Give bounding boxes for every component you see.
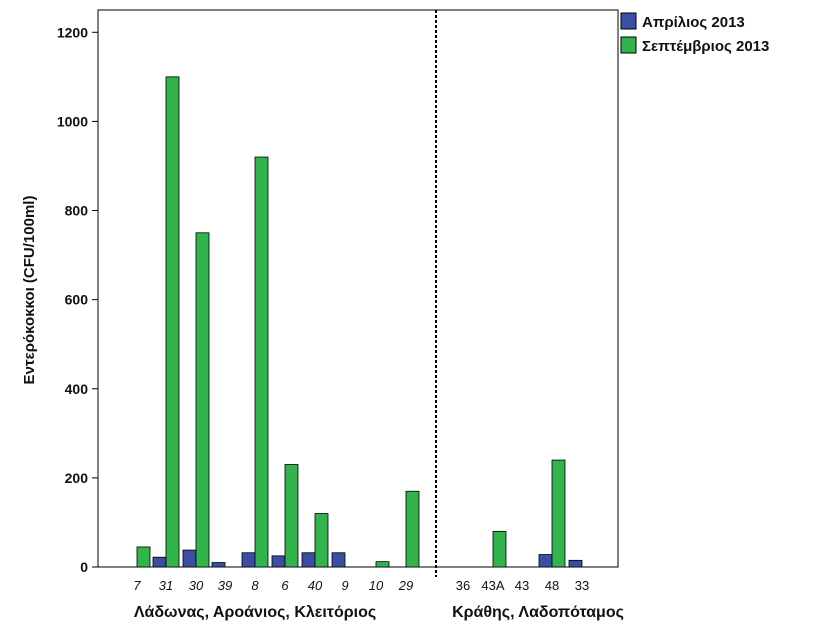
x-tick-label: 36 (456, 578, 470, 593)
bar-april-33 (568, 559, 583, 568)
bars (136, 76, 583, 568)
bar-april-40 (301, 552, 316, 568)
legend-swatch-september (620, 36, 637, 54)
x-tick-label: 10 (369, 578, 384, 593)
group-label-2: Κράθης, Λαδοπόταμος (452, 604, 624, 621)
legend-label-september: Σεπτέμβριος 2013 (642, 38, 769, 55)
bar-september-8 (254, 156, 269, 568)
legend-label-april: Απρίλιος 2013 (642, 14, 745, 31)
bar-april-6 (271, 555, 286, 568)
bar-april-9 (331, 552, 346, 568)
x-tick-label: 40 (308, 578, 323, 593)
bar-april-31 (152, 556, 167, 568)
y-axis: 0 200 400 600 800 1000 1200 (57, 24, 98, 575)
y-tick-label: 1000 (57, 113, 88, 129)
x-tick-label: 7 (133, 578, 141, 593)
x-tick-label: 43 (515, 578, 529, 593)
y-tick-label: 400 (65, 381, 89, 397)
plot-area (97, 9, 619, 568)
bar-september-10 (375, 561, 390, 568)
y-tick-label: 1200 (57, 24, 88, 40)
bar-april-48 (538, 554, 553, 568)
bar-april-30 (182, 549, 197, 568)
bar-september-29 (405, 490, 420, 568)
legend: Απρίλιος 2013 Σεπτέμβριος 2013 (620, 12, 769, 55)
bar-september-6 (284, 464, 299, 568)
x-tick-label: 39 (218, 578, 232, 593)
x-tick-label: 30 (189, 578, 204, 593)
x-tick-label: 48 (545, 578, 559, 593)
bar-september-43A (492, 530, 507, 568)
y-tick-label: 600 (65, 292, 89, 308)
x-tick-label: 8 (251, 578, 259, 593)
y-axis-label: Εντερόκοκκοι (CFU/100ml) (21, 196, 38, 385)
bar-september-48 (551, 459, 566, 568)
x-tick-label: 31 (159, 578, 173, 593)
y-tick-label: 800 (65, 203, 89, 219)
legend-swatch-april (620, 12, 637, 30)
x-tick-label: 6 (281, 578, 289, 593)
x-tick-label: 33 (575, 578, 589, 593)
x-tick-label: 29 (398, 578, 413, 593)
y-tick-label: 0 (80, 559, 88, 575)
y-tick-label: 200 (65, 470, 89, 486)
bar-april-39 (211, 562, 226, 568)
x-tick-label: 9 (341, 578, 348, 593)
bar-september-31 (165, 76, 180, 568)
x-axis: 7 31 30 39 8 6 40 9 10 29 36 43A 43 48 33 (133, 578, 589, 593)
group-label-1: Λάδωνας, Αροάνιος, Κλειτόριος (134, 604, 376, 621)
bar-april-8 (241, 552, 256, 568)
bar-september-30 (195, 232, 210, 568)
bar-september-7 (136, 546, 151, 568)
x-tick-label: 43A (481, 578, 504, 593)
bar-september-40 (314, 513, 329, 568)
